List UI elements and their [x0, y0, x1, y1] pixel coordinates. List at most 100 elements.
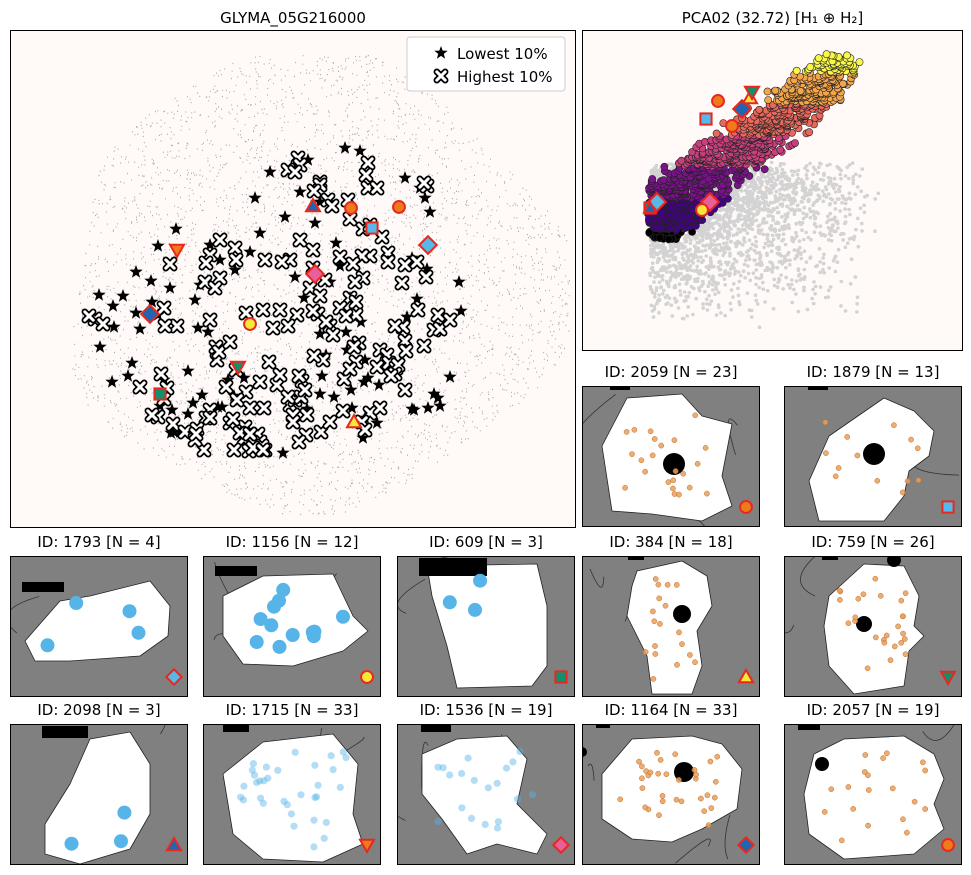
- legend-cross-icon: [433, 68, 449, 84]
- high-expression-cross: [306, 348, 322, 364]
- pca-scatter: [582, 30, 963, 351]
- transcript-spot: [889, 785, 896, 792]
- transcript-spot: [647, 428, 654, 435]
- thumbnail-frame: [582, 724, 760, 865]
- transcript-spot: [250, 771, 259, 779]
- pca-cell-2098: [642, 199, 658, 214]
- high-expression-cross: [291, 434, 307, 450]
- neighbor-cell-boundary: [159, 724, 166, 735]
- low-expression-star: [293, 185, 307, 198]
- scale-bar: [798, 724, 820, 730]
- scale-bar: [223, 724, 249, 732]
- low-expression-star: [431, 391, 445, 404]
- cell-thumbnail-title: ID: 2098 [N = 3]: [37, 701, 161, 719]
- transcript-spot: [262, 763, 270, 771]
- cell-thumbnail-image: [203, 556, 381, 697]
- low-expression-star: [144, 274, 158, 287]
- low-expression-star: [195, 388, 209, 401]
- high-expression-cross: [257, 252, 273, 268]
- neighbor-cell-boundary: [675, 838, 711, 864]
- transcript-spot: [636, 758, 642, 765]
- scale-bar: [822, 556, 838, 560]
- cell-1536-location: [304, 263, 326, 285]
- high-expression-cross: [332, 249, 348, 265]
- high-expression-cross: [255, 302, 271, 318]
- low-expression-star: [339, 325, 353, 338]
- cell-thumbnail-image: [397, 724, 575, 865]
- transcript-spot: [623, 429, 630, 435]
- transcript-spot: [686, 484, 693, 491]
- high-expression-cross: [225, 411, 241, 427]
- transcript-spot: [297, 791, 305, 799]
- cell-thumbnail: [582, 386, 760, 527]
- low-expression-star: [344, 383, 358, 396]
- high-expression-cross: [383, 368, 399, 384]
- transcript-spot: [687, 652, 693, 658]
- transcript-spot: [339, 748, 347, 756]
- transcript-spot: [855, 595, 862, 602]
- transcript-spot: [823, 450, 829, 456]
- transcript-spot: [904, 829, 910, 836]
- transcript-spot: [631, 426, 638, 433]
- low-expression-star: [427, 387, 441, 400]
- high-expression-cross: [198, 255, 214, 271]
- low-expression-star: [181, 407, 195, 420]
- transcript-spot: [260, 777, 268, 785]
- low-expression-star: [263, 165, 277, 178]
- transcript-spot: [313, 793, 321, 801]
- low-expression-star: [243, 245, 257, 258]
- transcript-spot: [670, 485, 676, 492]
- cell-2098-location: [304, 196, 322, 213]
- transcript-spot: [865, 822, 871, 829]
- high-expression-cross: [256, 400, 272, 416]
- transcript-spot: [922, 806, 929, 812]
- transcript-spot: [639, 775, 645, 782]
- pca-cell-point: [822, 50, 831, 59]
- high-expression-cross: [274, 254, 290, 270]
- pca-cell-1156: [695, 203, 709, 217]
- transcript-spot: [872, 575, 879, 582]
- high-expression-cross: [387, 318, 403, 334]
- low-expression-star: [454, 304, 468, 317]
- transcript-spot: [237, 793, 245, 801]
- cell-id-marker: [941, 500, 955, 514]
- high-expression-cross: [169, 318, 185, 334]
- transcript-spot: [639, 763, 645, 770]
- high-expression-cross: [409, 254, 425, 270]
- low-expression-star: [357, 375, 371, 388]
- transcript-spot: [311, 761, 319, 769]
- cell-thumbnail-image: [10, 556, 188, 697]
- cell-thumbnail: [582, 556, 760, 697]
- high-expression-cross: [156, 300, 172, 316]
- high-expression-cross: [430, 307, 446, 323]
- cell-id-marker: [939, 670, 957, 687]
- neighbor-cell-boundary: [784, 624, 795, 634]
- cell-boundary: [803, 735, 945, 860]
- high-expression-cross: [360, 155, 376, 171]
- cell-1715-location: [168, 243, 186, 260]
- pca-cell-2057: [725, 119, 739, 133]
- pca-cell-point: [712, 129, 721, 138]
- transcript-spot: [895, 623, 901, 630]
- transcript-spot: [676, 629, 682, 636]
- pca-title-text: PCA02 (32.72) [H₁ ⊕ H₂]: [681, 9, 864, 27]
- transcript-spot: [845, 784, 852, 790]
- low-expression-star: [353, 144, 367, 157]
- transcript-spot: [915, 477, 922, 484]
- pca-cell-point: [771, 86, 780, 95]
- scale-bar: [419, 558, 487, 576]
- transcript-spot: [704, 792, 711, 799]
- high-expression-cross: [132, 379, 148, 395]
- transcript-spot: [872, 634, 879, 641]
- cell-id-marker: [358, 838, 376, 855]
- transcript-spot: [854, 452, 861, 459]
- high-expression-cross: [369, 180, 385, 196]
- transcript-spot: [865, 787, 872, 793]
- transcript-spot: [310, 816, 318, 824]
- transcript-spot: [617, 796, 624, 803]
- transcript-spot: [674, 661, 680, 668]
- cell-thumbnail: [397, 556, 575, 697]
- low-expression-star: [203, 238, 217, 251]
- transcript-spot: [900, 816, 906, 823]
- cell-thumbnail-title: ID: 1715 [N = 33]: [225, 701, 359, 719]
